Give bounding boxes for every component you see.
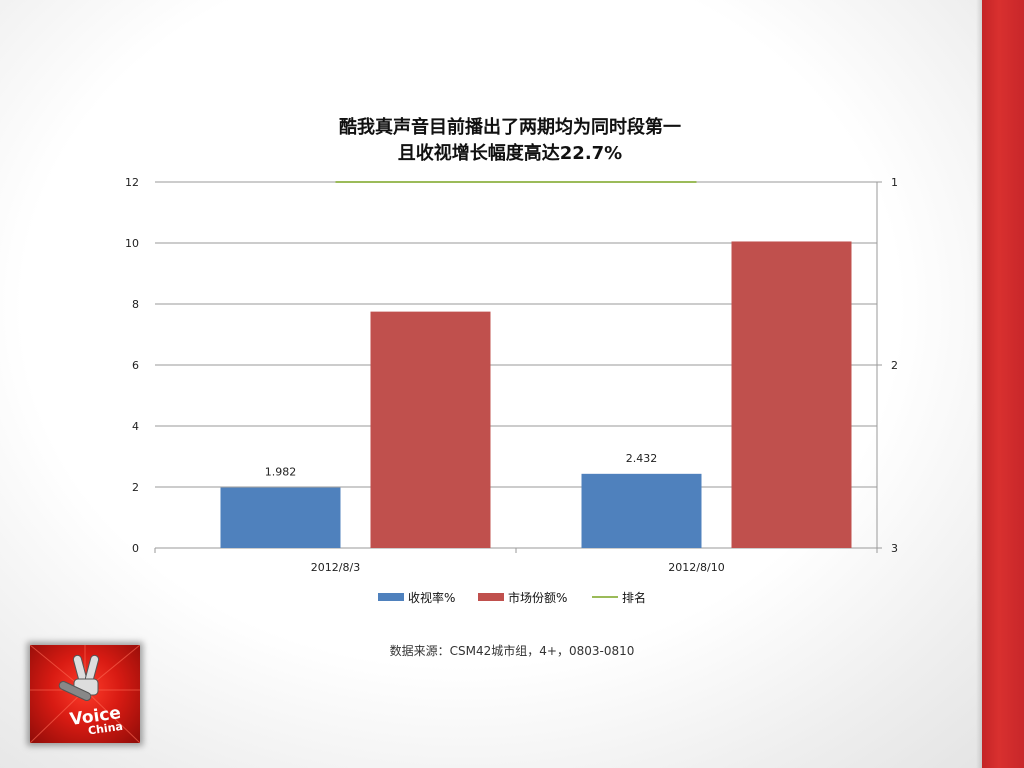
y-right-tick-label: 1 <box>891 176 898 189</box>
bar-1-1 <box>731 241 852 548</box>
x-tick-label: 2012/8/10 <box>668 561 724 574</box>
voice-of-china-logo: Voice China <box>30 645 140 743</box>
y-left-tick-label: 4 <box>132 420 139 433</box>
legend-label-rank: 排名 <box>622 590 647 605</box>
y-left-tick-label: 8 <box>132 298 139 311</box>
legend-swatch-rating <box>378 593 404 601</box>
right-accent-bar <box>976 0 1024 768</box>
data-source-note: 数据来源：CSM42城市组，4+，0803-0810 <box>389 644 635 658</box>
legend-swatch-rank <box>592 596 618 598</box>
svg-text:China: China <box>87 720 123 738</box>
y-left-tick-label: 12 <box>125 176 139 189</box>
y-right-tick-label: 3 <box>891 542 898 555</box>
y-right-tick-label: 2 <box>891 359 898 372</box>
bar-0-1 <box>581 473 702 548</box>
data-label: 1.982 <box>265 466 297 479</box>
x-tick-label: 2012/8/3 <box>311 561 360 574</box>
legend-item-rank: 排名 <box>592 589 646 605</box>
data-label: 2.432 <box>626 452 658 465</box>
chart-title-line1: 酷我真声音目前播出了两期均为同时段第一 <box>339 117 681 138</box>
y-left-tick-label: 0 <box>132 542 139 555</box>
legend-item-share: 市场份额% <box>478 589 567 605</box>
y-left-tick-label: 6 <box>132 359 139 372</box>
legend-label-share: 市场份额% <box>508 590 568 605</box>
legend-label-rating: 收视率% <box>408 590 456 605</box>
bar-1-0 <box>370 311 491 548</box>
y-left-tick-label: 10 <box>125 237 139 250</box>
y-left-tick-label: 2 <box>132 481 139 494</box>
bar-0-0 <box>220 487 341 548</box>
legend-item-rating: 收视率% <box>378 589 455 605</box>
legend: 收视率% 市场份额% 排名 <box>0 589 1024 605</box>
legend-swatch-share <box>478 593 504 601</box>
chart-title-line2: 且收视增长幅度高达22.7% <box>397 143 623 164</box>
